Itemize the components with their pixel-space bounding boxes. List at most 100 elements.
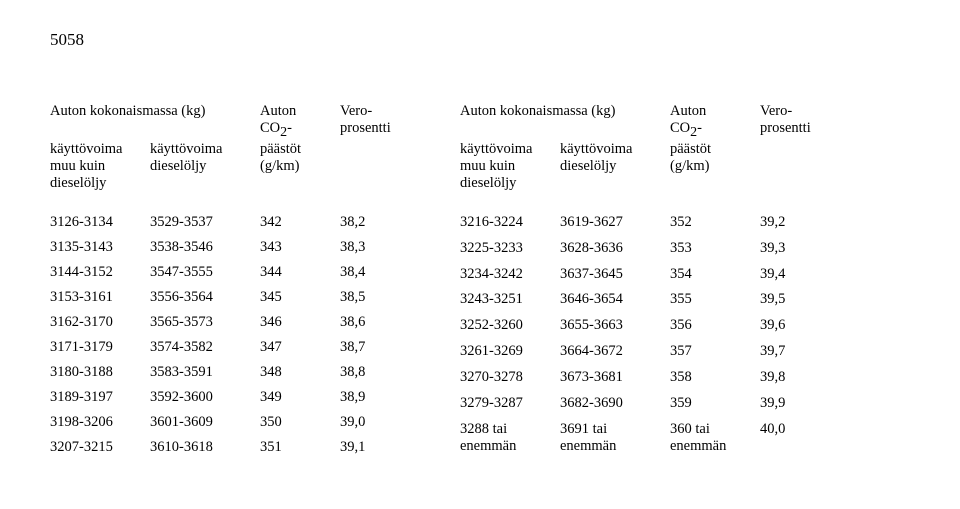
table-cell: 346: [260, 310, 340, 335]
table-cell: 342: [260, 210, 340, 235]
table-cell: 3153-3161: [50, 285, 150, 310]
table-cell: 3691 tai enemmän: [560, 417, 670, 461]
table-cell: 3234-3242: [460, 262, 560, 288]
table-cell: 38,7: [340, 335, 420, 360]
table-cell: 3261-3269: [460, 339, 560, 365]
table-cell: 348: [260, 360, 340, 385]
table-row: 3252-32603655-366335639,6: [460, 313, 840, 339]
table-cell: 3655-3663: [560, 313, 670, 339]
header-co2-right: Auton CO2- päästöt (g/km): [670, 100, 760, 210]
table-cell: 3646-3654: [560, 287, 670, 313]
table-cell: 3529-3537: [150, 210, 260, 235]
table-cell: 38,3: [340, 235, 420, 260]
header-vero-left: Vero- prosentti: [340, 100, 420, 210]
table-cell: 3673-3681: [560, 365, 670, 391]
table-cell: 3664-3672: [560, 339, 670, 365]
header-diesel-right: käyttövoima dieselöljy: [560, 138, 670, 210]
header-co2-left: Auton CO2- päästöt (g/km): [260, 100, 340, 210]
table-cell: 39,6: [760, 313, 840, 339]
table-row: 3270-32783673-368135839,8: [460, 365, 840, 391]
table-cell: 3619-3627: [560, 210, 670, 236]
table-row: 3126-31343529-353734238,2: [50, 210, 420, 235]
table-cell: 3565-3573: [150, 310, 260, 335]
table-cell: 38,2: [340, 210, 420, 235]
table-cell: 3682-3690: [560, 391, 670, 417]
table-cell: 3610-3618: [150, 435, 260, 460]
table-cell: 349: [260, 385, 340, 410]
table-row: 3162-31703565-357334638,6: [50, 310, 420, 335]
header-muu-left: käyttövoima muu kuin dieselöljy: [50, 138, 150, 210]
header-vero-right: Vero- prosentti: [760, 100, 840, 210]
table-cell: 353: [670, 236, 760, 262]
table-row: 3171-31793574-358234738,7: [50, 335, 420, 360]
table-row: 3144-31523547-355534438,4: [50, 260, 420, 285]
table-cell: 3556-3564: [150, 285, 260, 310]
table-cell: 39,9: [760, 391, 840, 417]
table-cell: 38,6: [340, 310, 420, 335]
table-cell: 40,0: [760, 417, 840, 461]
table-cell: 39,7: [760, 339, 840, 365]
table-cell: 38,4: [340, 260, 420, 285]
table-cell: 39,2: [760, 210, 840, 236]
table-cell: 354: [670, 262, 760, 288]
table-cell: 3637-3645: [560, 262, 670, 288]
table-cell: 3216-3224: [460, 210, 560, 236]
table-cell: 39,5: [760, 287, 840, 313]
table-row: 3207-32153610-361835139,1: [50, 435, 420, 460]
table-cell: 350: [260, 410, 340, 435]
table-cell: 39,1: [340, 435, 420, 460]
table-cell: 3162-3170: [50, 310, 150, 335]
table-cell: 3628-3636: [560, 236, 670, 262]
table-cell: 38,5: [340, 285, 420, 310]
table-cell: 347: [260, 335, 340, 360]
table-cell: 3144-3152: [50, 260, 150, 285]
table-cell: 356: [670, 313, 760, 339]
table-cell: 3207-3215: [50, 435, 150, 460]
table-cell: 3288 tai enemmän: [460, 417, 560, 461]
table-cell: 39,0: [340, 410, 420, 435]
table-cell: 357: [670, 339, 760, 365]
table-cell: 343: [260, 235, 340, 260]
table-cell: 3583-3591: [150, 360, 260, 385]
table-row: 3261-32693664-367235739,7: [460, 339, 840, 365]
table-cell: 39,8: [760, 365, 840, 391]
table-cell: 3601-3609: [150, 410, 260, 435]
header-mass-right: Auton kokonaismassa (kg): [460, 100, 670, 138]
table-cell: 39,4: [760, 262, 840, 288]
tables-container: Auton kokonaismassa (kg) Auton CO2- pääs…: [50, 100, 910, 460]
table-cell: 344: [260, 260, 340, 285]
table-cell: 38,9: [340, 385, 420, 410]
table-cell: 3547-3555: [150, 260, 260, 285]
table-cell: 3270-3278: [460, 365, 560, 391]
table-cell: 360 tai enemmän: [670, 417, 760, 461]
table-row: 3153-31613556-356434538,5: [50, 285, 420, 310]
table-cell: 38,8: [340, 360, 420, 385]
table-cell: 39,3: [760, 236, 840, 262]
header-muu-right: käyttövoima muu kuin dieselöljy: [460, 138, 560, 210]
table-cell: 358: [670, 365, 760, 391]
tax-table-right: Auton kokonaismassa (kg) Auton CO2- pääs…: [460, 100, 840, 460]
table-cell: 3180-3188: [50, 360, 150, 385]
table-cell: 355: [670, 287, 760, 313]
table-cell: 3189-3197: [50, 385, 150, 410]
table-cell: 3126-3134: [50, 210, 150, 235]
header-diesel-left: käyttövoima dieselöljy: [150, 138, 260, 210]
table-cell: 3171-3179: [50, 335, 150, 360]
table-cell: 359: [670, 391, 760, 417]
table-cell: 3279-3287: [460, 391, 560, 417]
table-row: 3225-32333628-363635339,3: [460, 236, 840, 262]
header-mass-left: Auton kokonaismassa (kg): [50, 100, 260, 138]
table-row: 3288 tai enemmän3691 tai enemmän360 tai …: [460, 417, 840, 461]
table-cell: 3225-3233: [460, 236, 560, 262]
page-number: 5058: [50, 30, 910, 50]
tax-table-left: Auton kokonaismassa (kg) Auton CO2- pääs…: [50, 100, 420, 460]
table-row: 3198-32063601-360935039,0: [50, 410, 420, 435]
table-cell: 3252-3260: [460, 313, 560, 339]
table-row: 3189-31973592-360034938,9: [50, 385, 420, 410]
table-row: 3216-32243619-362735239,2: [460, 210, 840, 236]
table-row: 3135-31433538-354634338,3: [50, 235, 420, 260]
table-cell: 351: [260, 435, 340, 460]
table-cell: 352: [670, 210, 760, 236]
table-row: 3234-32423637-364535439,4: [460, 262, 840, 288]
table-cell: 3243-3251: [460, 287, 560, 313]
